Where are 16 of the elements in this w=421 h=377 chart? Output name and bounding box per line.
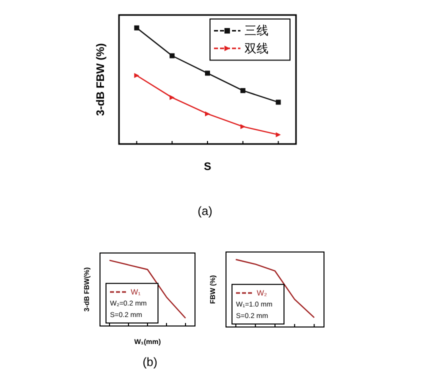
point <box>276 132 281 138</box>
point <box>170 95 175 100</box>
point <box>276 100 281 105</box>
text: (b) <box>142 355 158 369</box>
point <box>134 25 140 30</box>
text: (a) <box>198 204 212 218</box>
point <box>205 111 210 116</box>
legend-label: 三线 <box>244 24 268 38</box>
point <box>134 73 140 78</box>
point <box>170 53 175 58</box>
point <box>240 124 246 130</box>
point <box>205 70 210 76</box>
x-axis-title: S <box>204 161 212 173</box>
y-axis-title: 3-dB FBW (%) <box>95 42 107 116</box>
point <box>240 88 246 94</box>
legend-label: 双线 <box>244 41 268 56</box>
